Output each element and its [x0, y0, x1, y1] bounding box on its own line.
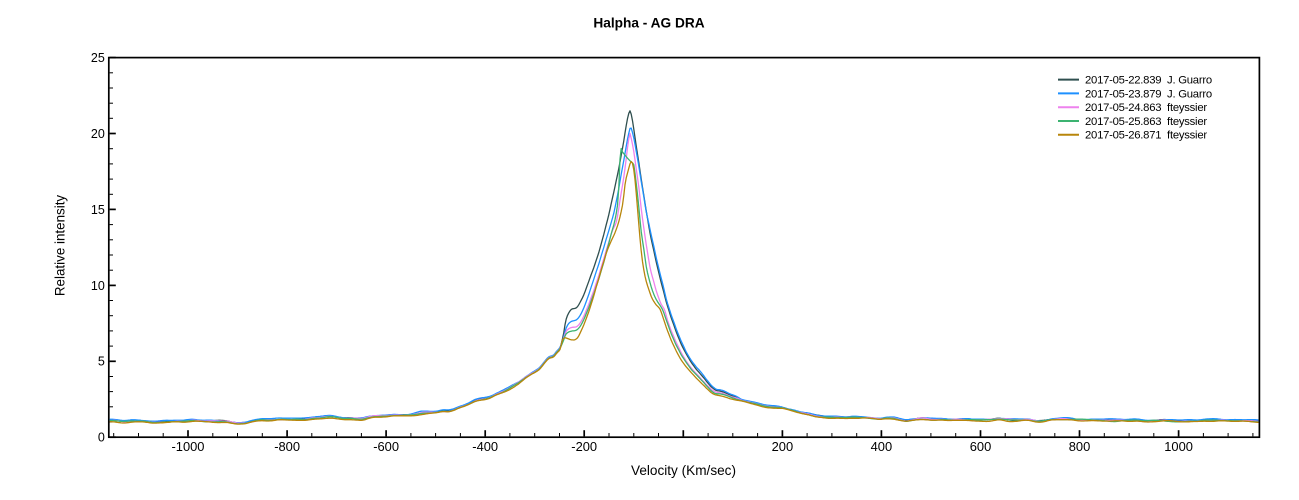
svg-text:15: 15	[91, 203, 105, 217]
svg-text:2017-05-24.863 fteyssier: 2017-05-24.863 fteyssier	[1085, 102, 1207, 114]
svg-text:Relative intensity: Relative intensity	[53, 195, 68, 297]
svg-text:200: 200	[772, 439, 794, 454]
svg-text:-200: -200	[571, 439, 597, 454]
svg-text:-1000: -1000	[172, 439, 205, 454]
svg-text:2017-05-26.871 fteyssier: 2017-05-26.871 fteyssier	[1085, 130, 1207, 142]
svg-text:25: 25	[91, 51, 105, 65]
svg-text:10: 10	[91, 279, 105, 293]
svg-text:2017-05-22.839 J. Guarro: 2017-05-22.839 J. Guarro	[1085, 75, 1212, 87]
svg-text:800: 800	[1069, 439, 1091, 454]
svg-text:600: 600	[970, 439, 992, 454]
svg-text:2017-05-25.863 fteyssier: 2017-05-25.863 fteyssier	[1085, 116, 1207, 128]
svg-text:-800: -800	[274, 439, 300, 454]
svg-text:1000: 1000	[1164, 439, 1193, 454]
svg-text:Velocity (Km/sec): Velocity (Km/sec)	[631, 463, 736, 478]
svg-text:0: 0	[98, 431, 105, 445]
svg-text:400: 400	[871, 439, 893, 454]
svg-text:20: 20	[91, 127, 105, 141]
svg-text:5: 5	[98, 355, 105, 369]
svg-text:-600: -600	[373, 439, 399, 454]
svg-text:-400: -400	[472, 439, 498, 454]
svg-text:2017-05-23.879 J. Guarro: 2017-05-23.879 J. Guarro	[1085, 88, 1212, 100]
svg-text:Halpha - AG DRA: Halpha - AG DRA	[593, 15, 704, 30]
